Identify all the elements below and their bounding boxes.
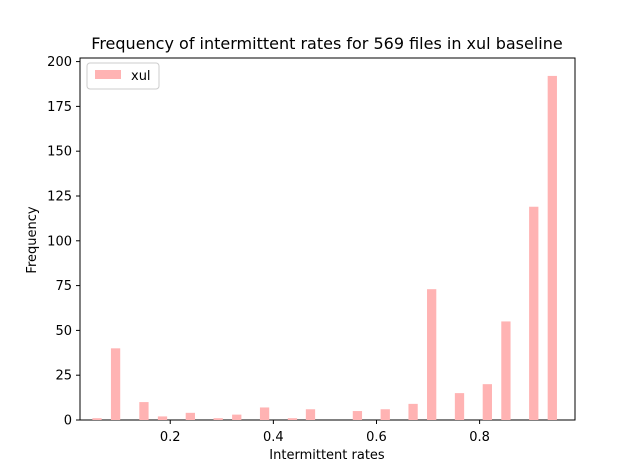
y-axis: 0 25 50 75 100 125 150 175 200 <box>47 55 80 429</box>
x-axis-label: Intermittent rates <box>269 448 385 463</box>
chart-title: Frequency of intermittent rates for 569 … <box>91 34 562 53</box>
bar <box>110 348 121 420</box>
y-axis-label: Frequency <box>25 206 40 273</box>
bar <box>185 412 195 420</box>
bar <box>92 418 102 420</box>
bar <box>482 384 492 420</box>
x-axis: 0.2 0.4 0.6 0.8 <box>160 420 490 445</box>
bar <box>305 409 316 420</box>
x-tick-label: 0.2 <box>160 430 181 445</box>
legend-frame <box>86 62 160 90</box>
bars <box>92 75 557 421</box>
bar <box>547 75 557 421</box>
bar <box>352 411 363 420</box>
y-tick-label: 50 <box>55 324 72 339</box>
y-tick-label: 175 <box>47 100 72 115</box>
y-tick-label: 25 <box>55 369 72 384</box>
bar <box>408 403 418 420</box>
bar <box>501 321 511 420</box>
y-tick-label: 75 <box>55 279 72 294</box>
bar <box>454 393 465 420</box>
y-tick-label: 150 <box>47 145 72 160</box>
y-tick-label: 0 <box>64 414 72 429</box>
plot-area <box>79 57 576 421</box>
y-tick-label: 100 <box>47 234 72 249</box>
legend-swatch-xul <box>95 70 121 79</box>
bar <box>287 418 298 420</box>
legend: xul <box>86 62 160 90</box>
bar <box>213 418 223 420</box>
plot-frame <box>79 57 576 421</box>
bar <box>139 402 149 420</box>
legend-label-xul: xul <box>131 69 151 84</box>
bar <box>157 416 168 420</box>
bar <box>380 409 390 420</box>
bar <box>529 206 539 420</box>
bar <box>259 407 270 420</box>
y-tick-label: 125 <box>47 189 72 204</box>
x-tick-label: 0.4 <box>263 430 284 445</box>
bar <box>232 414 242 420</box>
x-tick-label: 0.8 <box>469 430 490 445</box>
y-tick-label: 200 <box>47 55 72 70</box>
x-tick-label: 0.6 <box>366 430 387 445</box>
bar <box>427 289 437 420</box>
